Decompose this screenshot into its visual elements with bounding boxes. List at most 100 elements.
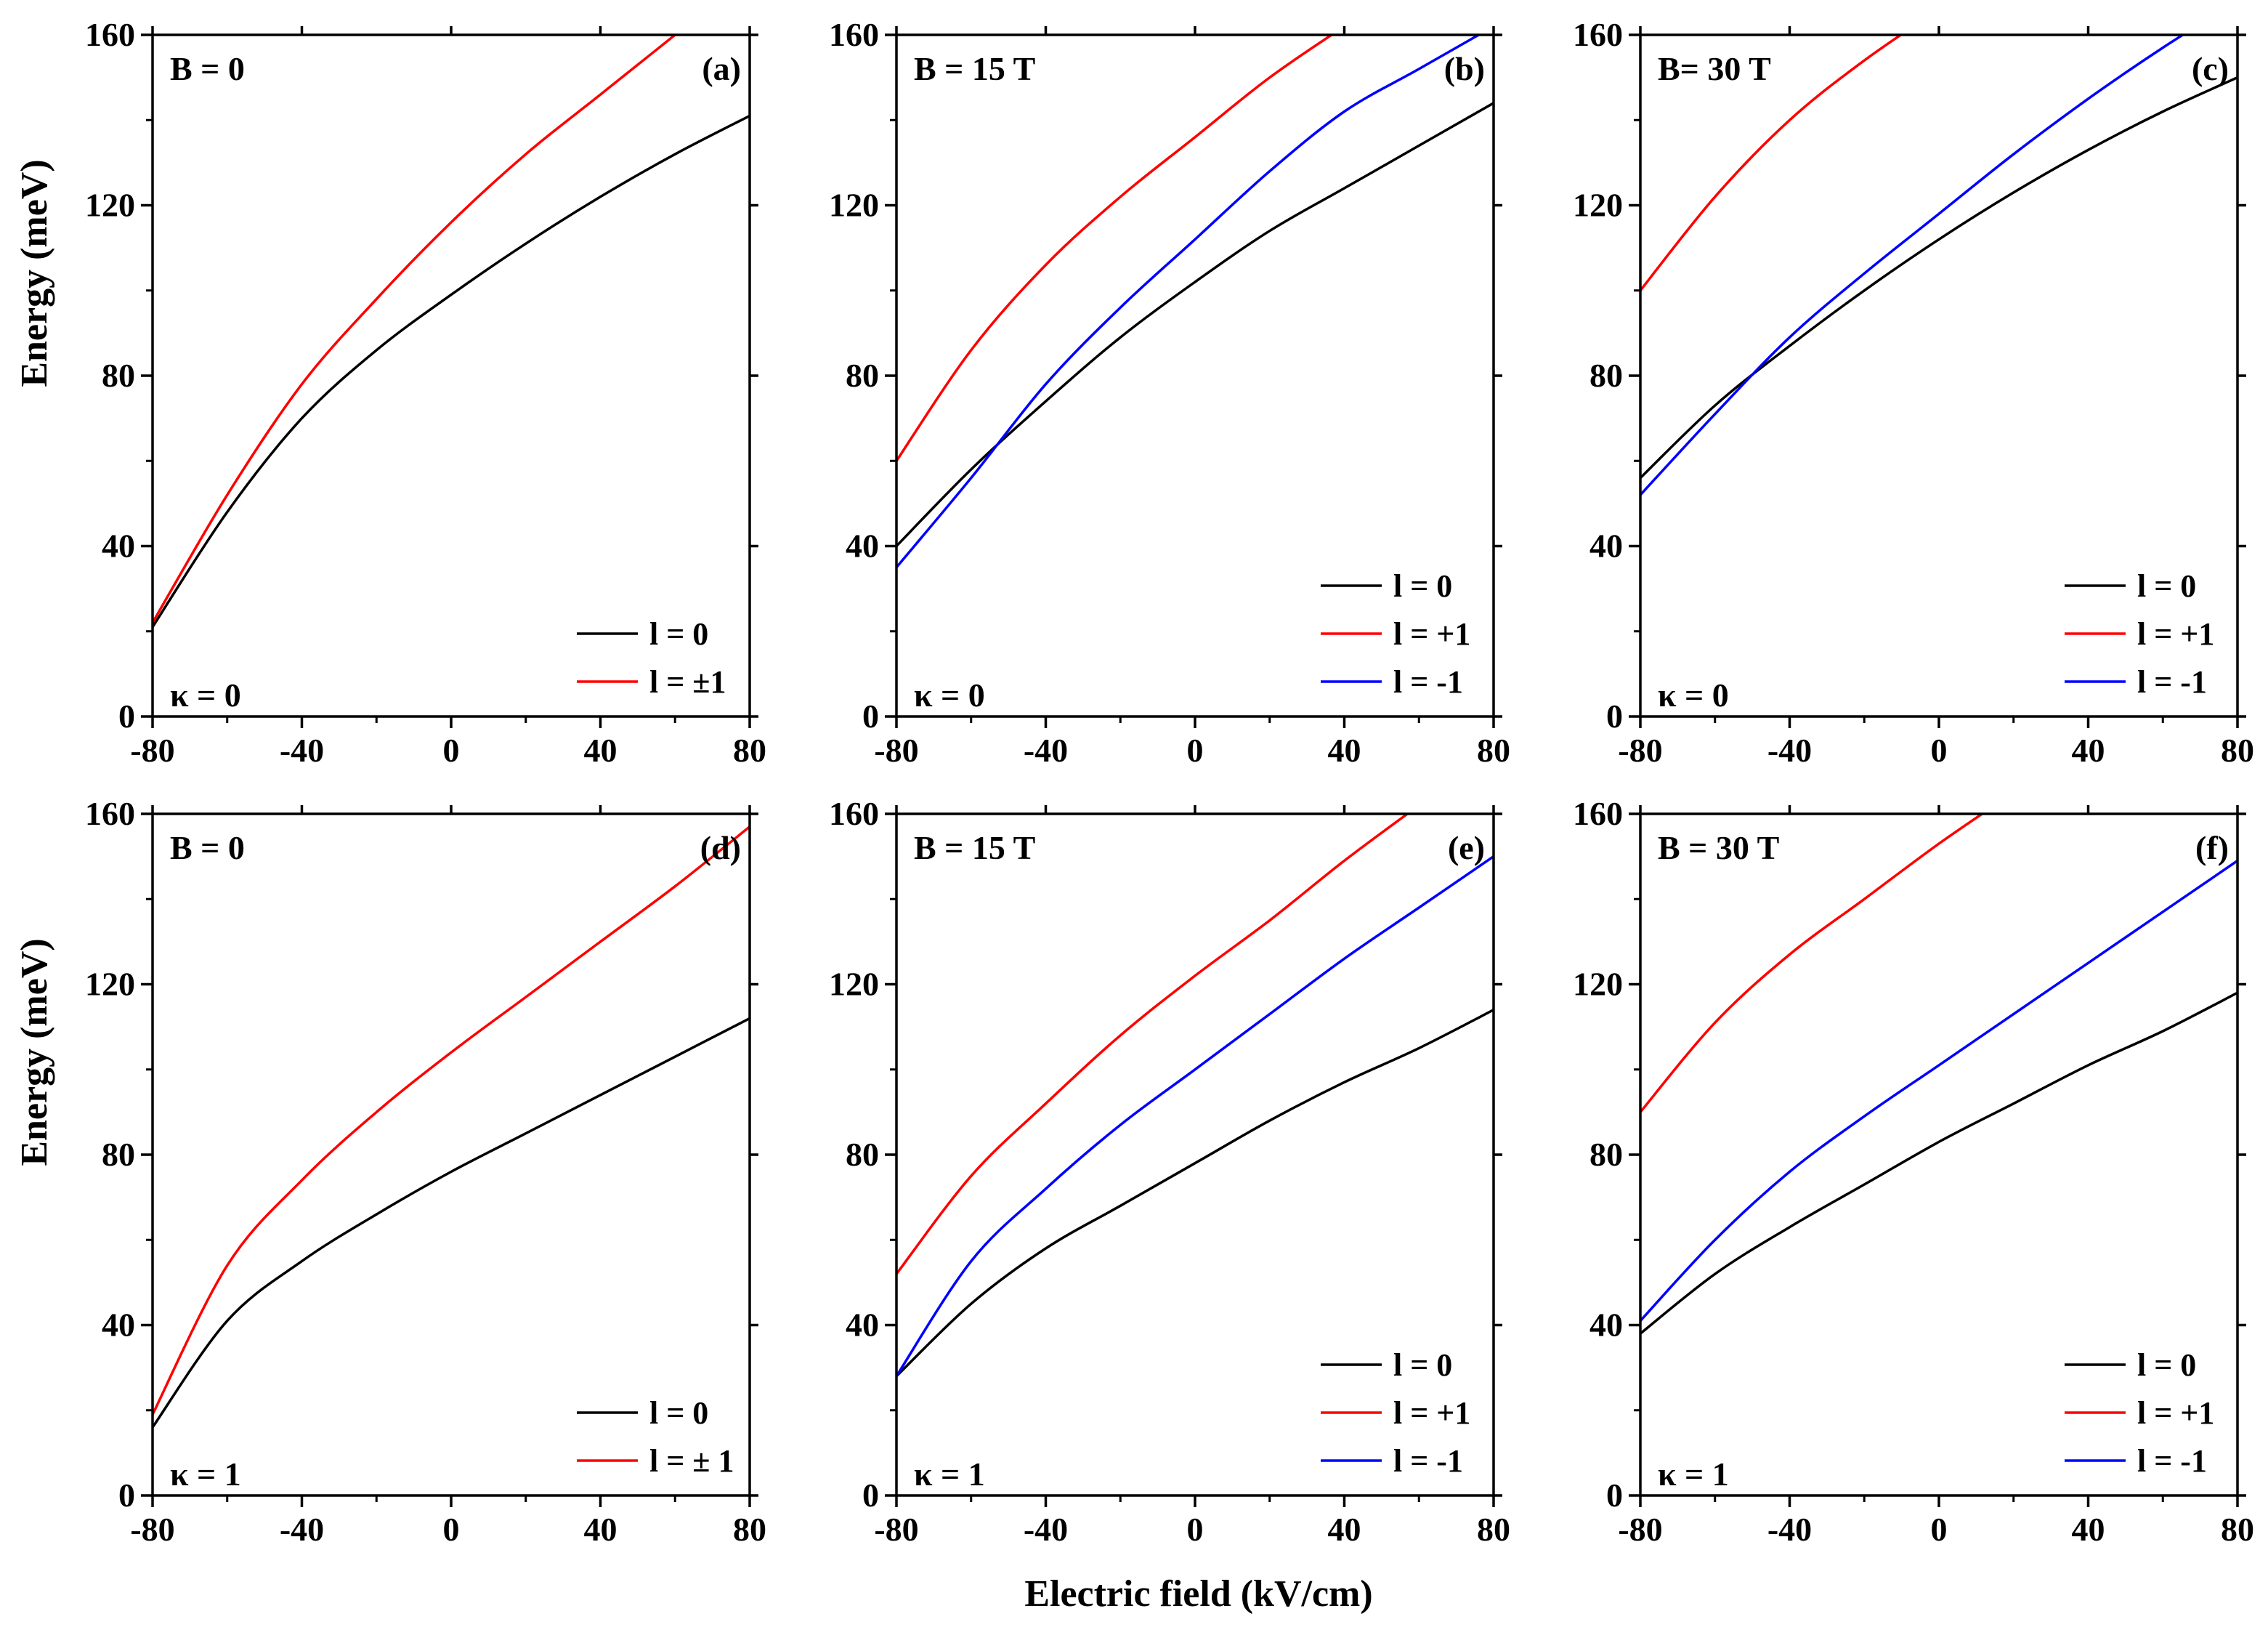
x-tick-label: 80 [1477,1511,1510,1548]
panel-f: -80 -40 0 40 80 0 40 80 120 160 B = 30 T (f) κ = 1 l … [1573,795,2254,1548]
legend: l = 0 l = +1 l = -1 [1321,1347,1470,1479]
x-tick-label: -80 [130,732,174,769]
series-line-2 [1640,860,2237,1322]
kappa-label: κ = 1 [170,1456,241,1493]
panel-label: (a) [702,50,741,87]
y-tick-label: 160 [1573,16,1623,53]
x-tick-label: 40 [584,1511,617,1548]
series-line-1 [896,814,1410,1275]
legend-label: l = ±1 [649,664,726,700]
series-group [153,825,750,1429]
y-tick-label: 40 [1589,1307,1623,1344]
y-tick-label: 120 [1573,187,1623,224]
series-line-1 [153,35,676,623]
y-tick-label: 80 [846,357,879,394]
y-tick-label: 80 [102,1136,135,1173]
series-group [896,814,1494,1378]
x-tick-label: 40 [2072,732,2105,769]
series-group [153,35,750,628]
series-line-0 [153,114,750,628]
y-tick-label: 160 [829,16,879,53]
x-tick-label: 80 [2221,732,2254,769]
y-tick-label: 0 [118,1477,135,1514]
kappa-label: κ = 1 [914,1456,985,1493]
series-line-0 [896,1009,1494,1378]
legend-label: l = +1 [2137,1395,2214,1431]
series-group [1640,814,2237,1335]
x-tick-label: -80 [1618,732,1662,769]
kappa-label: κ = 0 [914,677,985,714]
x-tick-label: 40 [1328,1511,1361,1548]
x-tick-label: 0 [443,732,460,769]
y-tick-label: 0 [862,698,879,735]
magnetic-field-label: B = 0 [170,829,245,866]
y-tick-label: 160 [1573,795,1623,832]
y-tick-label: 80 [102,357,135,394]
x-tick-label: -80 [1618,1511,1662,1548]
x-tick-label: -40 [1767,1511,1812,1548]
legend: l = 0 l = +1 l = -1 [2065,568,2214,700]
panel-d: -80 -40 0 40 80 0 40 80 120 160 B = 0 (d) κ = 1 l = 0… [85,795,766,1548]
legend-label: l = -1 [2137,664,2207,700]
y-tick-label: 160 [85,16,135,53]
x-tick-label: -40 [280,1511,324,1548]
legend: l = 0 l = ± 1 [577,1395,734,1479]
x-tick-label: -80 [130,1511,174,1548]
x-tick-label: -80 [874,1511,918,1548]
x-tick-label: 0 [1931,1511,1948,1548]
legend-label: l = 0 [1393,568,1452,604]
y-tick-label: 0 [118,698,135,735]
legend-label: l = 0 [2137,568,2196,604]
y-tick-label: 80 [846,1136,879,1173]
y-tick-label: 40 [846,1307,879,1344]
series-line-2 [1640,35,2185,496]
legend-label: l = 0 [1393,1347,1452,1383]
x-tick-label: -40 [1024,1511,1068,1548]
kappa-label: κ = 0 [170,677,241,714]
y-axis-title-top: Energy (meV) [14,159,55,387]
panels: -80 -40 0 40 80 0 40 80 120 160 B = 0 (a) κ = 0 l = 0… [85,16,2254,1548]
series-line-1 [1640,35,1903,291]
legend: l = 0 l = ±1 [577,616,726,700]
y-axis-title-bottom: Energy (meV) [14,938,55,1166]
y-tick-label: 80 [1589,1136,1623,1173]
x-tick-label: -40 [280,732,324,769]
x-tick-label: 80 [733,1511,766,1548]
panel-label: (d) [700,829,741,866]
x-tick-label: 40 [2072,1511,2105,1548]
panel-label: (b) [1444,50,1485,87]
y-tick-label: 120 [829,187,879,224]
series-group [896,35,1494,568]
panel-c: -80 -40 0 40 80 0 40 80 120 160 B= 30 T (c) κ = 0 l =… [1573,16,2254,769]
panel-e: -80 -40 0 40 80 0 40 80 120 160 B = 15 T (e) κ = 1 l … [829,795,1510,1548]
legend-label: l = -1 [1393,1443,1463,1479]
y-tick-label: 40 [1589,528,1623,565]
y-tick-label: 40 [102,528,135,565]
y-tick-label: 120 [829,966,879,1003]
x-tick-label: 0 [1187,732,1204,769]
panel-label: (e) [1448,829,1485,866]
legend-label: l = ± 1 [649,1443,734,1479]
kappa-label: κ = 1 [1658,1456,1729,1493]
panel-a: -80 -40 0 40 80 0 40 80 120 160 B = 0 (a) κ = 0 l = 0… [85,16,766,769]
legend-label: l = 0 [2137,1347,2196,1383]
series-line-0 [896,102,1494,547]
magnetic-field-label: B= 30 T [1658,50,1771,87]
y-tick-label: 0 [1606,698,1623,735]
legend-label: l = -1 [1393,664,1463,700]
x-tick-label: -40 [1767,732,1812,769]
y-tick-label: 120 [1573,966,1623,1003]
y-tick-label: 160 [85,795,135,832]
x-tick-label: 80 [733,732,766,769]
x-tick-label: 0 [443,1511,460,1548]
series-line-0 [1640,76,2237,479]
legend-label: l = 0 [649,1395,708,1431]
series-line-1 [1640,814,1985,1113]
y-tick-label: 0 [1606,1477,1623,1514]
panel-label: (c) [2192,50,2229,87]
series-line-2 [896,35,1481,568]
y-tick-label: 0 [862,1477,879,1514]
magnetic-field-label: B = 30 T [1658,829,1779,866]
x-tick-label: 40 [584,732,617,769]
